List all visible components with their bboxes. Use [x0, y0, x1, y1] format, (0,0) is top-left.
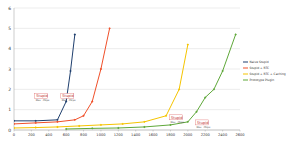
- legend-label: Naive Stupid: [250, 60, 269, 64]
- point: [143, 126, 145, 128]
- series-line: [14, 28, 110, 124]
- x-tick-label: 600: [63, 133, 71, 137]
- point: [100, 68, 102, 70]
- x-tick-label: 1800: [166, 133, 176, 137]
- x-tick-label: 1000: [96, 133, 106, 137]
- legend-swatch: [243, 80, 248, 81]
- point: [74, 33, 76, 35]
- point: [195, 111, 197, 113]
- annotation: Stupid: [36, 94, 48, 98]
- series-line: [14, 34, 75, 120]
- point: [108, 27, 110, 29]
- annotation: Stupid: [171, 116, 183, 120]
- x-tick-label: 200: [28, 133, 36, 137]
- x-tick-label: 2400: [218, 133, 228, 137]
- point: [213, 88, 215, 90]
- x-tick-label: 2000: [183, 133, 193, 137]
- y-tick-label: 2: [8, 87, 11, 92]
- grid-line: [14, 8, 240, 9]
- point: [187, 43, 189, 45]
- point: [56, 126, 58, 128]
- point: [14, 127, 15, 129]
- x-tick-label: 1200: [114, 133, 124, 137]
- legend-label: Prototype Plugin: [250, 78, 275, 82]
- y-axis: [14, 8, 15, 130]
- point: [35, 122, 37, 124]
- point: [234, 33, 236, 35]
- series-line: [14, 45, 188, 128]
- x-tick-label: 2200: [201, 133, 211, 137]
- point: [221, 70, 223, 72]
- annotation-box: [169, 115, 182, 120]
- point: [74, 119, 76, 121]
- point: [117, 127, 119, 129]
- x-tick-label: 0: [13, 133, 16, 137]
- legend-label: Stupid + RTC: [250, 66, 270, 70]
- point: [91, 127, 93, 129]
- annotation-box: [35, 93, 48, 98]
- y-tick-label: 5: [8, 26, 11, 31]
- annotation-note: Max=45fps: [170, 121, 184, 124]
- point: [91, 100, 93, 102]
- x-tick-label: 800: [80, 133, 88, 137]
- point: [56, 121, 58, 123]
- x-tick-label: 2600: [235, 133, 245, 137]
- point: [204, 96, 206, 98]
- point: [14, 120, 15, 122]
- legend-label: Stupid + RTC + Caching: [250, 72, 286, 76]
- annotation-note: Max=45fps: [62, 99, 76, 102]
- y-tick-label: 6: [8, 6, 11, 11]
- y-tick-label: 4: [8, 46, 11, 51]
- point: [143, 121, 145, 123]
- point: [165, 115, 167, 117]
- point: [121, 123, 123, 125]
- point: [78, 125, 80, 127]
- legend-swatch: [243, 62, 248, 63]
- point: [35, 126, 37, 128]
- point: [169, 124, 171, 126]
- grid-line: [14, 130, 240, 131]
- y-tick-label: 1: [8, 107, 11, 112]
- y-tick-label: 0: [8, 128, 11, 133]
- y-tick-label: 3: [8, 67, 11, 72]
- point: [65, 128, 67, 130]
- grid-line: [14, 109, 240, 110]
- point: [187, 121, 189, 123]
- point: [82, 115, 84, 117]
- x-tick-label: 400: [45, 133, 53, 137]
- legend-swatch: [243, 68, 248, 69]
- plot-area: [14, 27, 237, 130]
- point: [100, 124, 102, 126]
- point: [178, 88, 180, 90]
- annotation: Stupid: [197, 121, 209, 125]
- annotation: Stupid: [62, 94, 74, 98]
- grid-line: [14, 69, 240, 70]
- grid-line: [14, 28, 240, 29]
- grid-line: [14, 48, 240, 49]
- annotation-box: [196, 120, 209, 125]
- legend-swatch: [243, 74, 248, 75]
- point: [14, 123, 15, 125]
- annotation-note: Max=45fps: [36, 99, 50, 102]
- annotation-note: Max=45fps: [197, 126, 211, 129]
- x-axis: [14, 130, 240, 131]
- grid-line: [14, 89, 240, 90]
- x-tick-label: 1400: [131, 133, 141, 137]
- point: [69, 70, 71, 72]
- series-line: [66, 34, 236, 129]
- x-tick-label: 1600: [148, 133, 158, 137]
- annotation-box: [61, 93, 74, 98]
- chart: 0 1 2 3 4 5 6 0 200 400 600 800 1000 1200 1400 1600 1800…: [0, 0, 300, 149]
